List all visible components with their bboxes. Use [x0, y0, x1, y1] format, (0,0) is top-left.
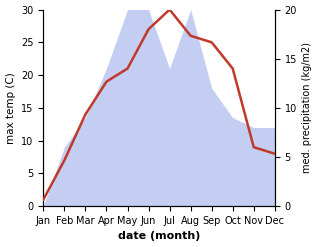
- X-axis label: date (month): date (month): [118, 231, 200, 242]
- Y-axis label: med. precipitation (kg/m2): med. precipitation (kg/m2): [302, 42, 313, 173]
- Y-axis label: max temp (C): max temp (C): [5, 72, 16, 144]
